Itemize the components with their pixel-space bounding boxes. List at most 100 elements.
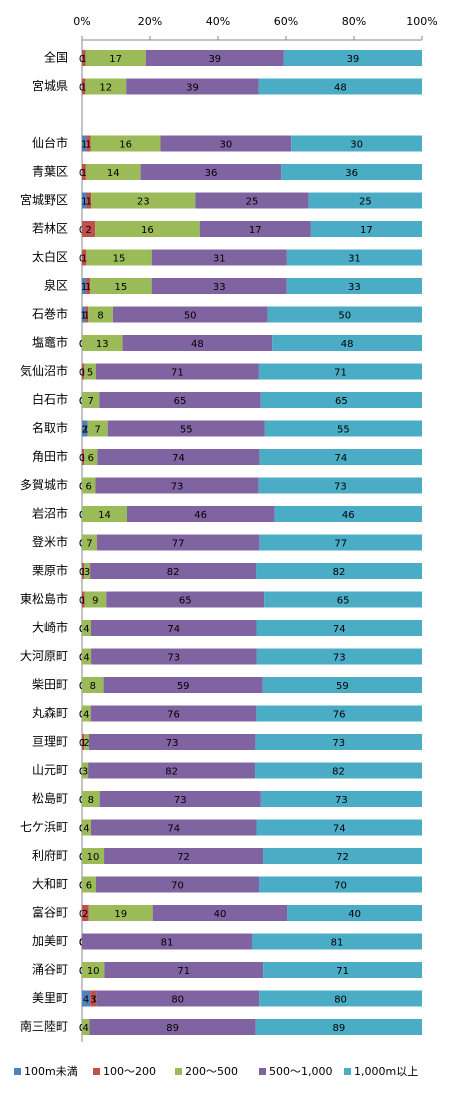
data-label: 76 <box>167 710 180 721</box>
data-label: 65 <box>337 596 350 607</box>
category-label: 大河原町 <box>20 649 68 663</box>
legend-label: 200～500 <box>185 1065 238 1078</box>
data-label: 74 <box>333 624 346 635</box>
bar-segment <box>90 135 161 152</box>
category-label: 多賀城市 <box>20 477 68 492</box>
bar-segment <box>264 591 422 608</box>
bar-segment <box>84 449 98 465</box>
data-label: 73 <box>334 482 347 493</box>
bar-segment <box>82 50 86 66</box>
bar-segment <box>259 449 422 465</box>
bar-segment <box>256 819 422 836</box>
data-label: 89 <box>333 1023 346 1034</box>
data-label: 81 <box>331 938 344 949</box>
data-label: 82 <box>332 767 345 778</box>
bar-segment <box>95 363 259 380</box>
bar-segment <box>262 677 422 693</box>
data-label: 3 <box>84 567 90 578</box>
bar-segment <box>82 990 91 1007</box>
bar-segment <box>82 164 86 180</box>
category-label: 宮城野区 <box>20 192 68 207</box>
bar-segment <box>263 848 422 864</box>
bar-segment <box>258 363 422 380</box>
category-label: 富谷町 <box>32 905 68 920</box>
category-label: 若林区 <box>32 222 68 236</box>
data-label: 10 <box>87 852 100 863</box>
data-label: 36 <box>205 168 218 179</box>
bar-segment <box>90 705 257 722</box>
bar-segment <box>256 705 422 722</box>
data-label: 7 <box>95 425 101 436</box>
data-label: 7 <box>87 396 93 407</box>
x-tick-label: 0% <box>73 15 90 28</box>
data-label: 6 <box>88 453 94 464</box>
data-label: 1 <box>80 368 86 379</box>
data-label: 33 <box>213 282 226 293</box>
data-label: 59 <box>177 681 190 692</box>
bar-segment <box>86 278 91 294</box>
category-label: 塩竈市 <box>32 335 68 350</box>
data-label: 1 <box>81 83 87 94</box>
data-label: 1 <box>81 282 87 293</box>
data-label: 17 <box>360 225 373 236</box>
data-label: 46 <box>194 510 207 521</box>
data-label: 33 <box>348 282 361 293</box>
bar-segment <box>151 278 287 294</box>
bar-segment <box>99 791 261 807</box>
bar-segment <box>82 534 97 551</box>
data-label: 16 <box>141 225 154 236</box>
category-label: 泉区 <box>44 279 68 293</box>
bar-segment <box>255 1019 422 1035</box>
bar-segment <box>82 848 105 864</box>
legend-label: 100m未満 <box>24 1065 78 1078</box>
bar-segment <box>106 591 265 608</box>
bar-segment <box>152 905 288 921</box>
data-label: 16 <box>119 140 132 151</box>
bar-segment <box>264 420 422 437</box>
bar-segment <box>90 563 257 579</box>
category-label: 岩沼市 <box>32 506 68 521</box>
data-label: 13 <box>96 339 109 350</box>
data-label: 73 <box>333 653 346 664</box>
bar-segment <box>260 791 422 807</box>
bar-segment <box>103 677 263 693</box>
bar-segment <box>85 306 89 323</box>
data-label: 14 <box>98 510 111 521</box>
bar-segment <box>82 392 100 408</box>
data-label: 1 <box>81 254 87 265</box>
data-label: 3 <box>90 995 96 1006</box>
category-label: 亘理町 <box>32 735 68 749</box>
data-label: 48 <box>191 339 204 350</box>
bar-segment <box>263 962 422 978</box>
category-label: 利府町 <box>32 848 68 863</box>
data-label: 73 <box>167 653 180 664</box>
data-label: 10 <box>87 966 100 977</box>
data-label: 50 <box>184 311 197 322</box>
category-label: 青葉区 <box>32 165 68 179</box>
data-label: 17 <box>249 225 262 236</box>
bar-segment <box>89 1019 256 1035</box>
category-label: 角田市 <box>32 449 68 464</box>
data-label: 74 <box>167 824 180 835</box>
data-label: 1 <box>85 282 91 293</box>
data-label: 39 <box>347 54 360 65</box>
bar-segment <box>291 135 422 152</box>
bar-segment <box>91 648 257 665</box>
bar-segment <box>82 876 96 893</box>
bar-segment <box>256 620 422 636</box>
bar-segment <box>260 392 422 408</box>
legend-label: 1,000m以上 <box>354 1065 418 1078</box>
bar-segment <box>86 192 92 209</box>
data-label: 1 <box>81 197 87 208</box>
data-label: 73 <box>332 738 345 749</box>
bar-segment <box>88 762 256 779</box>
bar-segment <box>256 648 422 665</box>
bar-segment <box>281 164 422 180</box>
bar-segment <box>259 990 422 1007</box>
bar-segment <box>82 705 91 722</box>
data-label: 65 <box>335 396 348 407</box>
bar-segment <box>82 819 91 836</box>
bar-segment <box>126 506 275 522</box>
data-label: 8 <box>97 311 103 322</box>
bar-segment <box>95 477 259 494</box>
